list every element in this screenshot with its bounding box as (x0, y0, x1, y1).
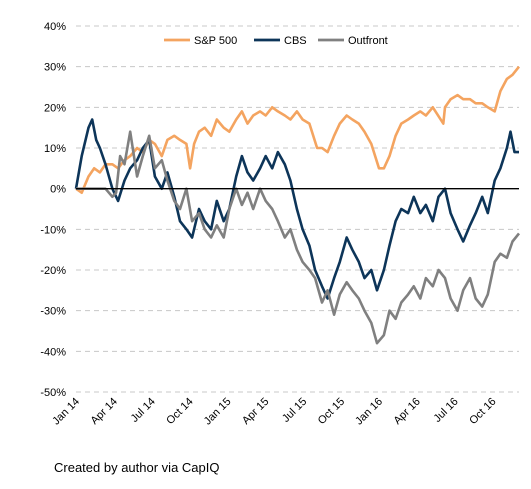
y-tick-label: -40% (40, 346, 66, 358)
x-tick-label: Oct 14 (164, 396, 195, 427)
x-tick-label: Jan 16 (353, 396, 385, 428)
legend: S&P 500 CBS Outfront (164, 35, 388, 47)
x-tick-label: Jan 15 (202, 396, 234, 428)
series-line-s-p-500 (75, 65, 521, 194)
y-tick-label: 40% (44, 21, 66, 33)
x-axis-tick-labels: Jan 14 Apr 14 Jul 14 Oct 14 Jan 15 Apr 15 Jul … (50, 396, 498, 428)
y-tick-label: -10% (40, 224, 66, 236)
x-tick-label: Apr 15 (240, 396, 271, 427)
legend-label: S&P 500 (194, 35, 237, 47)
x-tick-label: Apr 14 (89, 396, 120, 427)
series-line-outfront (76, 130, 521, 345)
y-tick-label: -20% (40, 265, 66, 277)
x-tick-label: Jul 14 (129, 396, 158, 425)
x-tick-label: Jul 16 (432, 396, 461, 425)
x-tick-label: Jul 15 (280, 396, 309, 425)
x-tick-label: Oct 15 (316, 396, 347, 427)
y-tick-label: 10% (44, 143, 66, 155)
source-caption: Created by author via CapIQ (54, 460, 220, 475)
x-tick-label: Apr 16 (391, 396, 422, 427)
legend-label: Outfront (348, 35, 388, 47)
x-tick-label: Oct 16 (467, 396, 498, 427)
y-tick-label: 30% (44, 62, 66, 74)
series-lines (74, 65, 521, 345)
y-axis-tick-labels: 40% 30% 20% 10% 0% -10% -20% -30% -40% -50% (40, 21, 66, 399)
y-tick-label: -30% (40, 306, 66, 318)
series-line-cbs (74, 118, 519, 300)
y-tick-label: -50% (40, 387, 66, 399)
x-tick-label: Jan 14 (50, 396, 82, 428)
y-tick-label: 20% (44, 102, 66, 114)
y-tick-label: 0% (50, 184, 66, 196)
legend-label: CBS (284, 35, 307, 47)
